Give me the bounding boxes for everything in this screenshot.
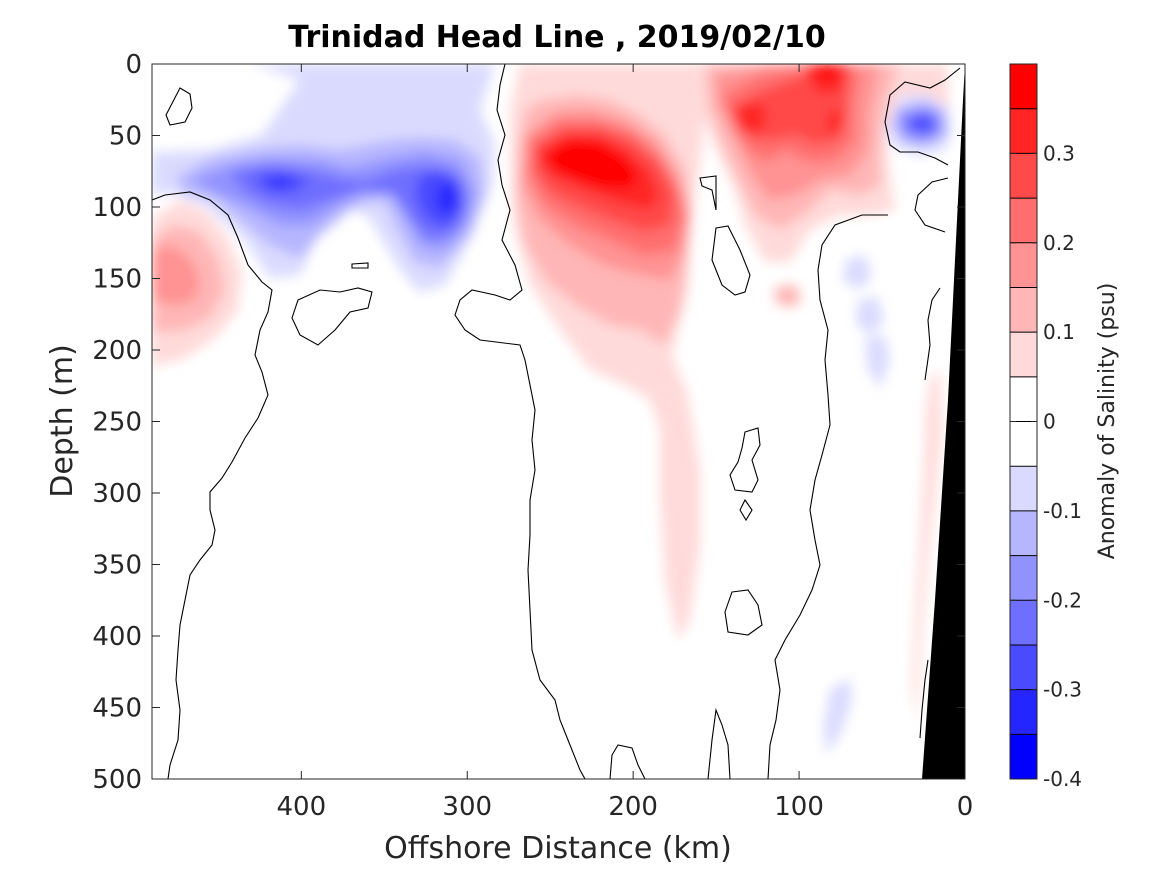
salty-anomaly-region — [912, 370, 942, 725]
zero-contour-line — [729, 427, 761, 493]
colorbar-tick-label: 0.1 — [1043, 320, 1075, 344]
x-tick-label: 200 — [608, 792, 658, 822]
colorbar-tick-label: -0.3 — [1043, 678, 1082, 702]
x-axis-label: Offshore Distance (km) — [384, 831, 732, 866]
salty-anomaly-region — [815, 64, 840, 80]
colorbar-level — [1010, 64, 1037, 110]
zero-contour-line — [711, 225, 751, 296]
zero-contours — [152, 64, 961, 779]
colorbar-level — [1010, 376, 1037, 422]
salty-anomaly-region — [775, 284, 802, 308]
colorbar-tick-label: -0.1 — [1043, 499, 1082, 523]
zero-contour-line — [724, 589, 763, 636]
fresh-anomaly-region — [907, 114, 938, 134]
y-tick-label: 150 — [92, 265, 142, 295]
zero-contour-line — [767, 214, 888, 779]
colorbar-level — [1010, 644, 1037, 691]
colorbar-tick-label: -0.4 — [1043, 767, 1082, 791]
zero-contour-line — [739, 498, 753, 522]
x-tick-label: 100 — [774, 792, 824, 822]
colorbar — [1010, 64, 1037, 780]
colorbar-level — [1010, 689, 1037, 735]
colorbar-level — [1010, 466, 1037, 512]
y-tick-label: 100 — [92, 193, 142, 223]
y-tick-label: 350 — [92, 551, 142, 581]
y-tick-label: 300 — [92, 479, 142, 509]
zero-contour-line — [454, 64, 586, 779]
y-tick-label: 500 — [92, 765, 142, 795]
zero-contour-line — [924, 287, 941, 381]
shelf-bottom — [922, 64, 965, 779]
colorbar-level — [1010, 108, 1037, 154]
x-tick-label: 300 — [442, 792, 492, 822]
y-tick-label: 50 — [109, 122, 142, 152]
colorbar-level — [1010, 734, 1037, 780]
y-tick-label: 400 — [92, 622, 142, 652]
y-tick-label: 200 — [92, 336, 142, 366]
colorbar-level — [1010, 555, 1037, 601]
x-tick-label: 0 — [957, 792, 974, 822]
zero-contour-line — [291, 287, 373, 346]
colorbar-level — [1010, 153, 1037, 199]
chart-title: Trinidad Head Line , 2019/02/10 — [288, 20, 825, 55]
y-tick-label: 0 — [125, 50, 142, 80]
salty-anomaly-region — [735, 64, 850, 135]
y-axis: 0 50 100 150 200 250 300 350 400 450 500 — [92, 50, 965, 795]
colorbar-tick-label: -0.2 — [1043, 588, 1082, 612]
zero-contour-line — [152, 191, 273, 779]
zero-contour-line — [609, 744, 646, 779]
colorbar-level — [1010, 600, 1037, 646]
colorbar-tick-label: 0 — [1043, 410, 1056, 434]
colorbar-level — [1010, 510, 1037, 557]
salty-anomaly-region — [545, 140, 638, 188]
x-tick-label: 400 — [277, 792, 327, 822]
y-tick-label: 450 — [92, 694, 142, 724]
zero-contour-line — [919, 659, 929, 739]
salty-anomaly-region — [152, 245, 200, 305]
fresh-anomaly-region — [824, 255, 890, 755]
colorbar-level — [1010, 287, 1037, 333]
zero-contour-line — [165, 87, 193, 126]
salinity-anomaly-field — [152, 64, 952, 755]
colorbar-level — [1010, 332, 1037, 378]
zero-contour-line — [914, 177, 949, 233]
colorbar-level — [1010, 421, 1037, 467]
fresh-anomaly-region — [252, 170, 462, 228]
colorbar-label: Anomaly of Salinity (psu) — [1095, 283, 1120, 560]
zero-contour-line — [351, 262, 369, 269]
y-tick-label: 250 — [92, 408, 142, 438]
zero-contour-line — [707, 707, 731, 779]
colorbar-level — [1010, 242, 1037, 288]
colorbar-tick-label: 0.2 — [1043, 231, 1075, 255]
x-axis: 400 300 200 100 0 — [277, 64, 974, 822]
zero-contour-line — [884, 67, 961, 166]
colorbar-tick-label: 0.3 — [1043, 141, 1075, 165]
colorbar-ticks: 0.3 0.2 0.1 0 -0.1 -0.2 -0.3 -0.4 — [1010, 141, 1082, 791]
y-axis-label: Depth (m) — [45, 344, 80, 498]
colorbar-level — [1010, 198, 1037, 244]
zero-contour-line — [699, 175, 717, 211]
